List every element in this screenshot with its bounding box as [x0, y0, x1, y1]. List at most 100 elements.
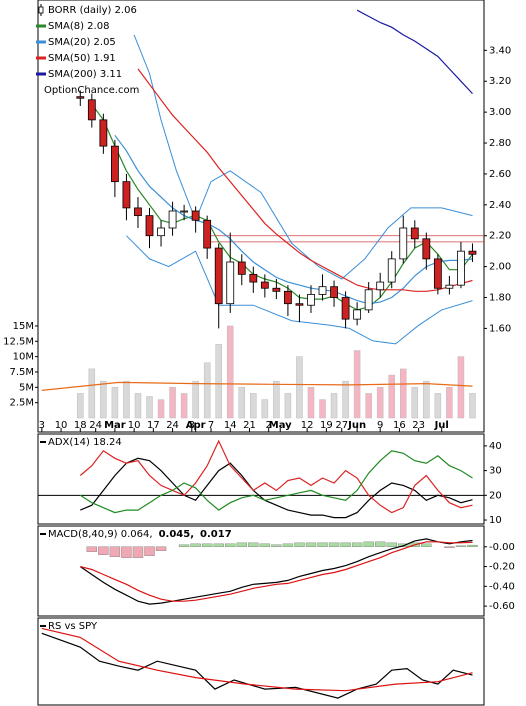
histogram-bar: [155, 546, 167, 551]
y-tick-label: 2.00: [489, 262, 511, 273]
histogram-bar: [294, 542, 305, 547]
volume-bar: [77, 393, 84, 419]
volume-bar: [342, 380, 349, 419]
volume-bar: [203, 362, 211, 419]
candle-body: [284, 290, 292, 305]
x-tick-label: 19: [320, 420, 333, 431]
volume-bar: [134, 393, 142, 419]
candle-body: [145, 215, 154, 237]
volume-bar: [388, 374, 395, 419]
volume-bar: [180, 393, 188, 419]
volume-bar: [365, 393, 372, 419]
candle-body: [457, 250, 465, 286]
x-tick-label: Mar: [104, 420, 126, 431]
candle-body: [364, 289, 373, 311]
y-tick-label: 10M: [13, 352, 34, 363]
panel-title: RS vs SPY: [48, 621, 98, 632]
candle-body: [237, 261, 246, 275]
y-tick-label: -0.40: [489, 581, 515, 592]
volume-bar: [457, 356, 465, 419]
legend-label: SMA(50) 1.91: [48, 53, 116, 64]
volume-bar: [376, 387, 384, 419]
price-panel: [37, 0, 485, 433]
panel-title: ADX(14) 18.24: [48, 437, 122, 448]
x-tick-label: 23: [412, 420, 425, 431]
volume-bar: [238, 387, 246, 419]
candle-body: [157, 227, 165, 237]
title-value: 0.045,: [159, 529, 194, 540]
x-tick-label: 2: [266, 420, 272, 431]
candle-body: [87, 99, 96, 121]
volume-bar: [157, 399, 165, 419]
histogram-bar: [271, 544, 282, 547]
series-line: [356, 9, 473, 95]
x-tick-label: 16: [393, 420, 406, 431]
candle-body: [422, 238, 431, 260]
x-tick-label: 10: [55, 420, 68, 431]
candle-body: [399, 227, 408, 260]
series-line: [80, 457, 473, 519]
series-line: [133, 34, 473, 280]
histogram-bar: [121, 546, 132, 558]
candle-body: [226, 261, 235, 305]
volume-bar: [111, 387, 119, 419]
series-line: [137, 68, 473, 292]
candle-body: [445, 284, 454, 289]
y-tick-label: 2.20: [489, 231, 511, 242]
x-tick-label: Apr: [186, 420, 206, 431]
candle-body: [318, 286, 327, 295]
candle-body: [260, 281, 269, 289]
y-tick-label: 3.00: [489, 107, 511, 118]
candle-body: [110, 145, 119, 183]
y-tick-label: 3.40: [489, 45, 511, 56]
histogram-bar: [421, 543, 432, 547]
volume-bar: [411, 387, 419, 419]
candle-body: [214, 247, 223, 305]
histogram-bar: [248, 542, 259, 547]
volume-bar: [400, 368, 407, 419]
candle-body: [76, 96, 85, 99]
series-line: [114, 134, 473, 305]
series-line: [91, 104, 473, 311]
histogram-bar: [328, 542, 340, 547]
panel-title: MACD(8,40,9) 0.064,: [48, 529, 153, 540]
histogram-bar: [282, 543, 294, 547]
histogram-bar: [305, 542, 317, 547]
candle-body: [468, 250, 477, 255]
series-line: [41, 632, 473, 699]
histogram-bar: [86, 546, 98, 552]
volume-bar: [296, 356, 303, 419]
candle-body: [249, 273, 258, 283]
volume-bar: [469, 393, 476, 419]
volume-bar: [192, 380, 199, 419]
y-tick-label: 20: [489, 490, 502, 501]
series-line: [41, 627, 473, 692]
candle-body: [353, 309, 362, 320]
series-line: [79, 450, 473, 514]
histogram-bar: [132, 546, 144, 558]
x-tick-label: 3: [39, 420, 45, 431]
histogram-bar: [201, 543, 213, 547]
candle-body: [122, 181, 131, 209]
x-tick-label: 18: [74, 420, 87, 431]
histogram-bar: [386, 542, 397, 547]
candle-body: [433, 258, 442, 289]
volume-bar: [146, 396, 153, 419]
y-tick-label: 30: [489, 466, 502, 477]
histogram-bar: [467, 544, 478, 547]
volume-bar: [88, 368, 96, 419]
y-tick-label: 2.60: [489, 169, 511, 180]
candle-body: [134, 207, 142, 217]
volume-bar: [307, 387, 315, 419]
y-tick-label: 2.40: [489, 200, 511, 211]
histogram-bar: [213, 543, 224, 547]
volume-bar: [319, 399, 326, 419]
histogram-bar: [225, 543, 236, 547]
volume-bar: [273, 380, 280, 419]
volume-bar: [446, 387, 453, 419]
y-tick-label: -0.20: [489, 562, 515, 573]
legend-label: SMA(8) 2.08: [48, 21, 109, 32]
x-tick-label: 9: [377, 420, 383, 431]
x-tick-label: 24: [166, 420, 179, 431]
